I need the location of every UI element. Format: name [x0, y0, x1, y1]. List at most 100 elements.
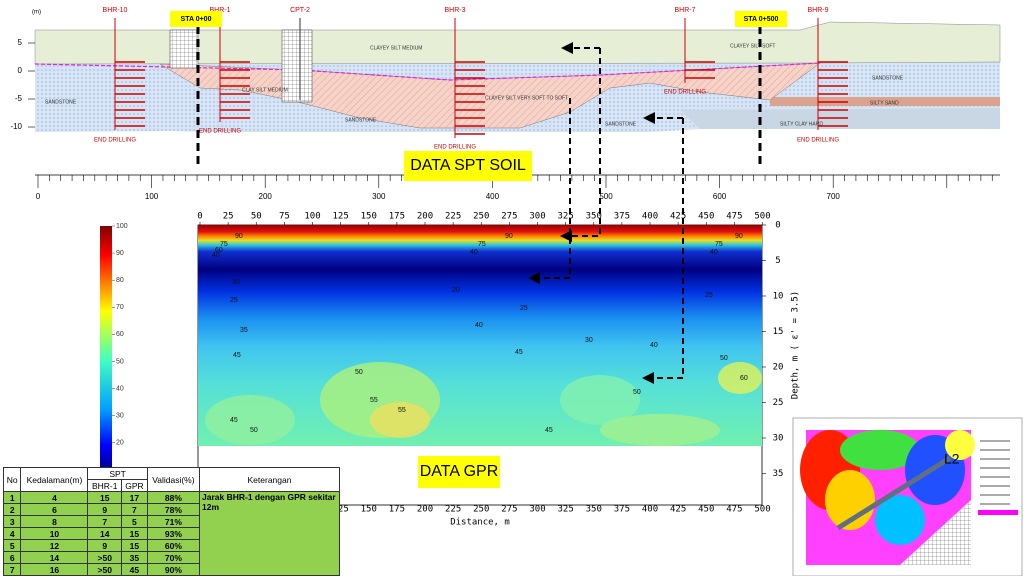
colorbar-tick-label: 40 — [116, 385, 124, 392]
station-label: STA 0+500 — [744, 16, 779, 23]
table-cell: 4 — [20, 491, 89, 504]
contour-label: 35 — [240, 327, 248, 334]
contour-label: 75 — [220, 241, 228, 248]
table-cell: Keterangan — [199, 467, 340, 492]
table-cell: 45 — [121, 563, 148, 576]
station-box — [735, 11, 787, 27]
gpr-x-tick-label: 125 — [332, 212, 348, 222]
layer-label: SANDSTONE — [872, 75, 904, 81]
gpr-x-tick-label-bottom: 150 — [361, 505, 377, 515]
table-cell: 15 — [121, 539, 148, 552]
pointer-arrow — [528, 98, 571, 284]
colorbar-tick-label: 30 — [116, 413, 124, 420]
gpr-depth-tick-label: 35 — [773, 469, 784, 479]
gpr-depth-tick-label: 30 — [773, 434, 784, 444]
gpr-x-tick-label-bottom: 300 — [529, 505, 545, 515]
inset-scale — [978, 510, 1018, 515]
borehole-label: BHR-10 — [103, 7, 128, 14]
layer-label: CLAY SILT MEDIUM — [242, 87, 288, 93]
contour-label: 60 — [740, 375, 748, 382]
table-row: 1 4 15 17 88% Jarak BHR-1 dengan GPR sekitar … — [2, 491, 340, 576]
inset-blob — [875, 495, 925, 545]
layer-label: CLAYEY SILT SOFT — [730, 43, 775, 49]
table-cell: 16 — [20, 563, 89, 576]
station-label: STA 0+00 — [181, 16, 212, 23]
table-cell: Validasi(%) — [146, 467, 201, 492]
table-cell: 10 — [20, 527, 89, 540]
gpr-x-tick-label: 250 — [473, 212, 489, 222]
distance-tick-label: 700 — [827, 192, 841, 201]
table-cell: 1 — [2, 491, 22, 504]
borehole-label: BHR-7 — [674, 7, 695, 14]
table-cell: 7 — [87, 515, 123, 528]
inset-legend-item — [980, 440, 1010, 442]
contour-label: 75 — [478, 241, 486, 248]
gpr-x-tick-label: 300 — [529, 212, 545, 222]
table-cell: 6 — [2, 551, 22, 564]
inset-blob — [945, 430, 975, 460]
colorbar-tick-label: 60 — [116, 331, 124, 338]
contour-label: 20 — [452, 287, 460, 294]
caption-box — [404, 151, 532, 181]
gpr-x-tick-label: 475 — [726, 212, 742, 222]
gpr-x-tick-label: 275 — [501, 212, 517, 222]
table-cell: 17 — [121, 491, 148, 504]
contour-label: 30 — [585, 337, 593, 344]
table-cell: 5 — [2, 539, 22, 552]
gpr-x-tick-label-bottom: 175 — [389, 505, 405, 515]
distance-tick-label: 500 — [599, 192, 613, 201]
table-cell: 71% — [146, 515, 201, 528]
water-line — [34, 62, 821, 81]
distance-tick-label: 0 — [36, 192, 41, 201]
elevation-tick-label: 5 — [18, 38, 23, 47]
table-cell: 78% — [146, 503, 201, 516]
table-cell: 9 — [87, 503, 123, 516]
distance-tick-label: 200 — [259, 192, 273, 201]
borehole-label: CPT-2 — [290, 7, 310, 14]
inset-legend-item — [980, 503, 1010, 505]
table-row: 6 14 >50 35 70% — [2, 551, 340, 564]
table-cell: >50 — [87, 551, 123, 564]
table-cell: 35 — [121, 551, 148, 564]
colorbar-tick-label: 80 — [116, 277, 124, 284]
inset-legend-item — [980, 467, 1010, 469]
inset-legend-item — [980, 476, 1010, 478]
contour-label: 30 — [232, 279, 240, 286]
gpr-x-tick-label-bottom: 125 — [332, 505, 348, 515]
end-drilling: END DRILLING — [434, 145, 476, 151]
gpr-x-tick-label: 25 — [223, 212, 234, 222]
contour-label: 50 — [355, 369, 363, 376]
end-drilling: END DRILLING — [797, 138, 839, 144]
end-drilling: END DRILLING — [199, 129, 241, 135]
gpr-x-tick-label-bottom: 475 — [726, 505, 742, 515]
gpr-x-tick-label: 425 — [670, 212, 686, 222]
table-cell: BHR-1 — [87, 479, 123, 492]
gpr-x-tick-label-bottom: 400 — [642, 505, 658, 515]
contour-label: 75 — [715, 241, 723, 248]
table-cell: 6 — [20, 503, 89, 516]
distance-tick-label: 300 — [372, 192, 386, 201]
gpr-image — [198, 225, 762, 446]
colorbar — [100, 226, 112, 470]
gpr-x-tick-label-bottom: 500 — [754, 505, 770, 515]
layer-label: SANDSTONE — [45, 99, 77, 105]
gpr-depth-tick-label: 10 — [773, 292, 784, 302]
inset-legend-item — [980, 458, 1010, 460]
pointer-arrow — [560, 48, 601, 242]
gpr-x-tick-label: 75 — [279, 212, 290, 222]
table-cell: No — [2, 467, 22, 492]
table-row: 7 16 >50 45 90% — [2, 563, 340, 576]
gpr-x-tick-label-bottom: 200 — [417, 505, 433, 515]
gpr-x-tick-label-bottom: 350 — [586, 505, 602, 515]
gpr-depth-tick-label: 20 — [773, 363, 784, 373]
gpr-anomaly — [718, 362, 762, 394]
table-cell: 8 — [20, 515, 89, 528]
distance-tick-label: 400 — [486, 192, 500, 201]
gpr-x-tick-label-bottom: 225 — [445, 505, 461, 515]
table-cell: Kedalaman(m) — [20, 467, 89, 492]
elevation-tick-label: 0 — [18, 66, 23, 75]
gpr-x-tick-label-bottom: 275 — [501, 505, 517, 515]
contour-label: 55 — [370, 397, 378, 404]
contour-label: 50 — [250, 427, 258, 434]
